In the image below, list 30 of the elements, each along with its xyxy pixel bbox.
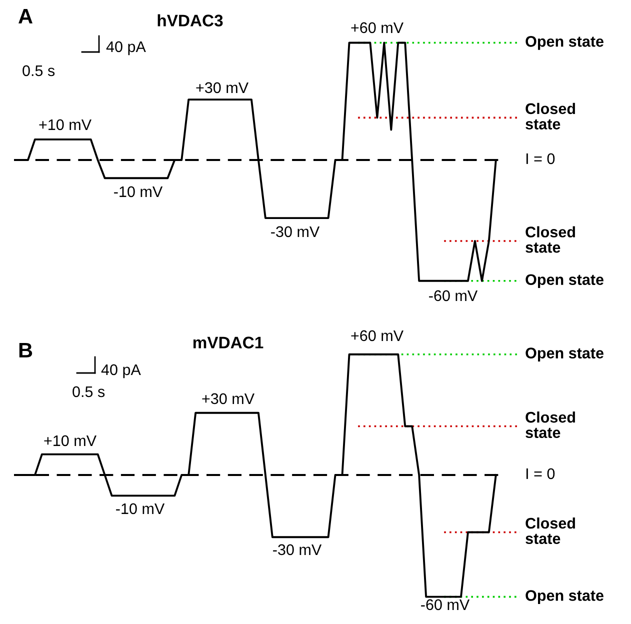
text: +60 mV bbox=[351, 22, 404, 34]
annotation: -10 mV bbox=[114, 186, 163, 198]
ref-line-label: I = 0 bbox=[526, 153, 555, 164]
ref-line-label: Open state bbox=[526, 348, 604, 362]
annotation: 40 pA bbox=[106, 41, 146, 56]
text: +60 mV bbox=[351, 330, 404, 342]
ref-line-label: Closed state bbox=[526, 411, 575, 438]
ref-line-label: I = 0 bbox=[526, 468, 555, 480]
ref-line-label: Closed state bbox=[526, 517, 575, 544]
annotation: -30 mV bbox=[271, 226, 320, 238]
annotation: +10 mV bbox=[44, 435, 96, 446]
annotation: 40 pA bbox=[101, 364, 141, 378]
annotation: +30 mV bbox=[196, 82, 248, 94]
annotation: +10 mV bbox=[39, 119, 92, 130]
chart-title: mVDAC1 bbox=[193, 336, 264, 348]
text: -60 mV bbox=[429, 290, 478, 302]
annotation: -30 mV bbox=[273, 544, 322, 556]
ref-line-label: Open state bbox=[526, 36, 604, 50]
annotation: 0.5 s bbox=[72, 386, 105, 398]
ref-line-label: Closed state bbox=[526, 226, 575, 253]
annotation: B bbox=[19, 343, 32, 358]
annotation: -10 mV bbox=[116, 503, 165, 514]
text: A bbox=[18, 9, 32, 24]
annotation: +30 mV bbox=[202, 393, 254, 404]
text: -60 mV bbox=[421, 599, 470, 610]
annotation: 0.5 s bbox=[22, 65, 55, 76]
ref-line-label: Closed state bbox=[526, 102, 575, 130]
chart-title: hVDAC3 bbox=[158, 14, 223, 26]
ref-line-label: Open state bbox=[526, 590, 604, 604]
ref-line-label: Open state bbox=[526, 274, 604, 288]
